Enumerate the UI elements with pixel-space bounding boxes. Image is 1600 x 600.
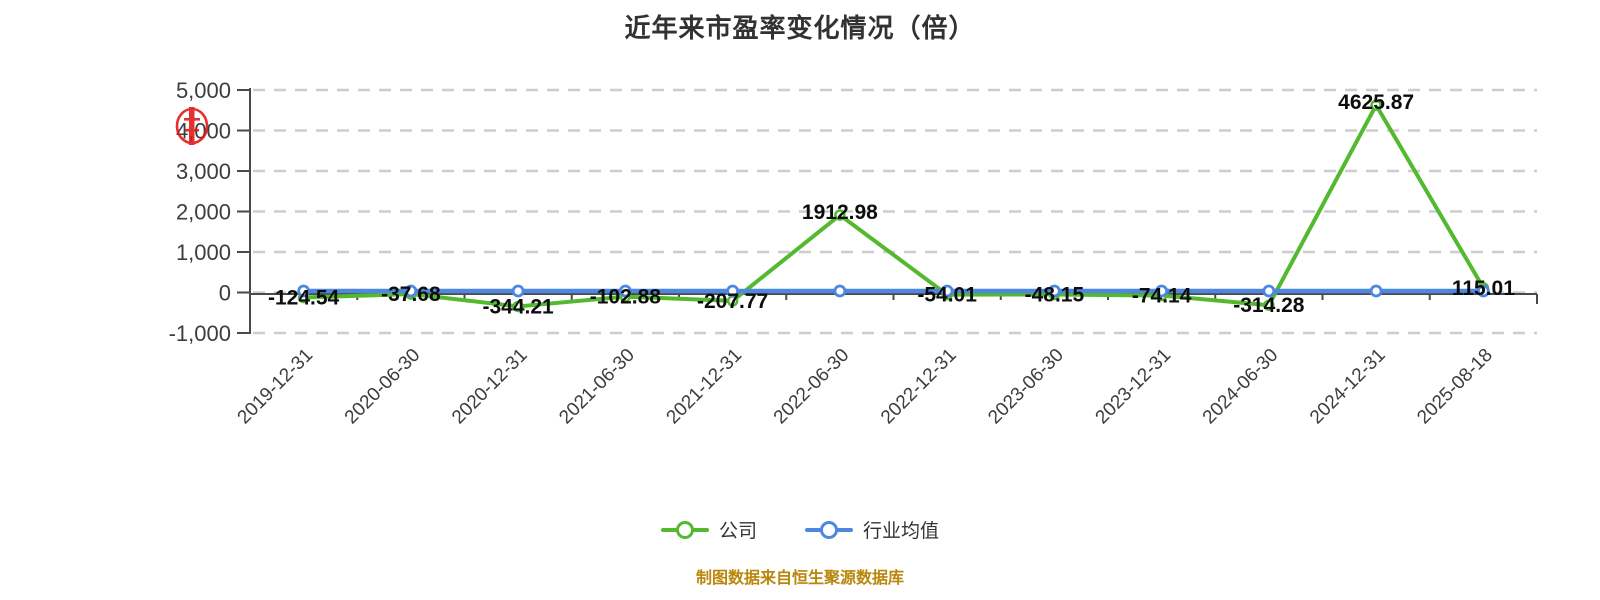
industry-point: [511, 284, 525, 298]
chart-title: 近年来市盈率变化情况（倍）: [624, 13, 976, 43]
company-point: [1263, 299, 1275, 311]
company-line: [297, 99, 1490, 313]
legend-dot: [675, 520, 694, 539]
x-tick-label: 2024-12-31: [1306, 345, 1390, 429]
red-stamp-icon: [172, 102, 212, 152]
x-axis-labels: 2019-12-31 2020-06-30 2020-12-31 2021-06-30…: [234, 345, 1497, 429]
industry-point: [1476, 284, 1490, 298]
company-point: [1370, 99, 1382, 111]
industry-point: [404, 284, 418, 298]
data-label: 4625.87: [1338, 91, 1414, 114]
data-label: -54.01: [917, 284, 977, 307]
data-label: 1912.98: [802, 201, 878, 224]
y-tick-label: -1,000: [169, 321, 231, 346]
data-label: 115.01: [1452, 277, 1515, 300]
company-polyline: [301, 103, 1486, 309]
industry-legend-marker-icon: [805, 520, 853, 540]
data-label: -102.88: [590, 286, 662, 309]
x-tick-label: 2019-12-31: [234, 345, 318, 429]
company-point: [512, 300, 524, 313]
industry-point: [1262, 284, 1276, 298]
legend-label-company: 公司: [718, 521, 757, 542]
data-labels: -124.54 -37.68 -344.21 -102.88 -207.77 1912.9…: [268, 91, 1515, 318]
company-legend-marker-icon: [660, 520, 709, 540]
data-label: -74.14: [1132, 285, 1192, 308]
y-tick-label: 3,000: [176, 159, 231, 184]
legend-label-industry: 行业均值: [863, 521, 940, 542]
data-label: -314.28: [1233, 294, 1305, 317]
x-tick-label: 2020-06-30: [341, 345, 425, 429]
x-tick-label: 2021-06-30: [555, 345, 639, 429]
legend: 公司 行业均值: [0, 516, 1600, 543]
y-tick-label: 2,000: [176, 200, 231, 225]
x-tick-label: 2022-12-31: [877, 345, 961, 429]
x-tick-label: 2023-12-31: [1092, 345, 1176, 429]
data-label: -48.15: [1025, 283, 1085, 306]
industry-line: [297, 284, 1490, 298]
company-point: [834, 209, 846, 221]
y-tick-label: 5,000: [176, 78, 231, 103]
industry-point: [1047, 284, 1061, 298]
data-label: -37.68: [381, 283, 441, 306]
data-label: -124.54: [268, 287, 340, 310]
legend-item-company[interactable]: 公司: [660, 516, 757, 543]
industry-point: [1155, 284, 1169, 298]
x-tick-label: 2024-06-30: [1199, 345, 1283, 429]
y-tick-label: 1,000: [176, 240, 231, 265]
industry-point: [1369, 284, 1383, 298]
industry-point: [297, 284, 311, 298]
data-label: -207.77: [697, 290, 768, 313]
x-tick-label: 2021-12-31: [663, 345, 747, 429]
x-tick-label: 2023-06-30: [984, 345, 1068, 429]
x-tick-label: 2025-08-18: [1413, 345, 1497, 429]
data-label: -344.21: [483, 295, 555, 318]
industry-point: [940, 284, 954, 298]
y-tick-label: 0: [219, 281, 231, 306]
data-source-note: 制图数据来自恒生聚源数据库: [695, 570, 904, 587]
x-tick-label: 2020-12-31: [448, 345, 532, 429]
legend-dot: [820, 520, 838, 539]
legend-item-industry[interactable]: 行业均值: [805, 516, 939, 543]
industry-point: [833, 284, 847, 298]
industry-point: [618, 284, 632, 298]
industry-point: [726, 284, 740, 298]
x-tick-label: 2022-06-30: [770, 345, 854, 429]
